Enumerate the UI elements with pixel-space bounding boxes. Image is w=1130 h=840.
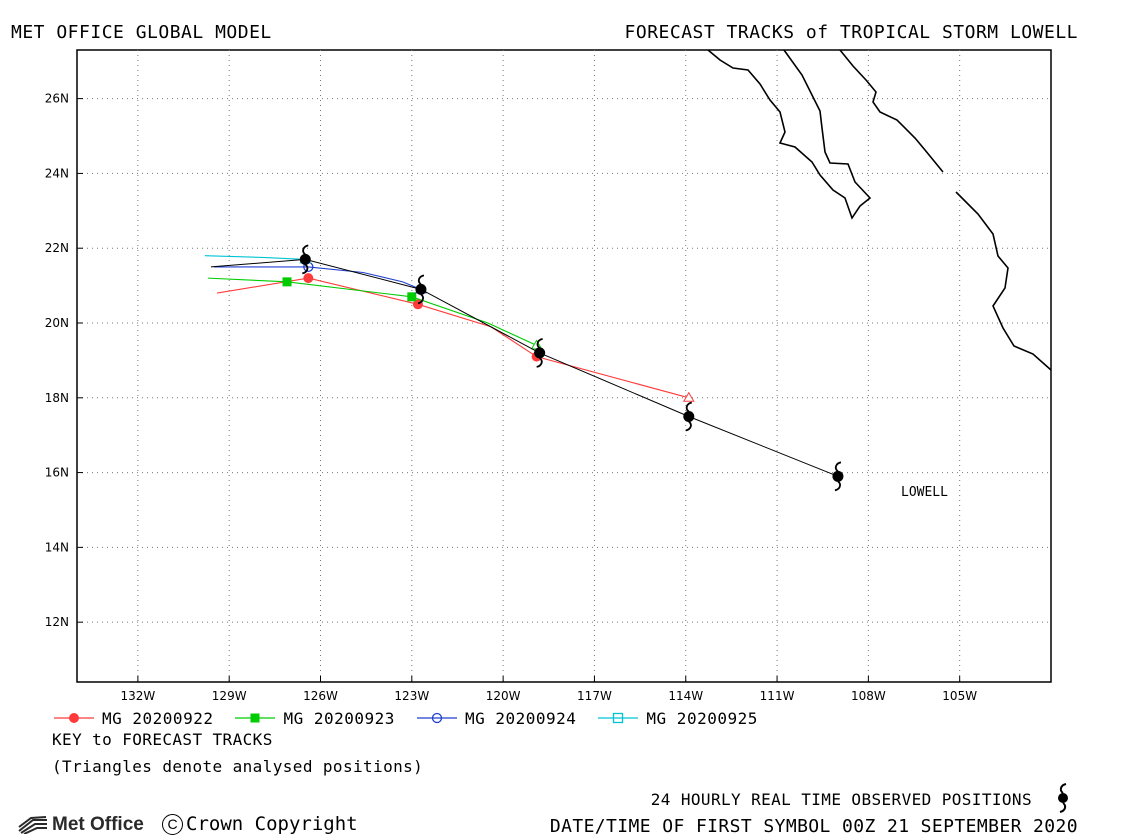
copyright-notice: C Crown Copyright bbox=[162, 813, 358, 835]
first-symbol-datetime: DATE/TIME OF FIRST SYMBOL 00Z 21 SEPTEMB… bbox=[549, 816, 1078, 837]
legend-swatch bbox=[54, 713, 94, 723]
hurricane-symbol-icon bbox=[299, 244, 311, 275]
legend-item: MG 20200923 bbox=[233, 709, 394, 728]
met-office-logo-icon bbox=[18, 816, 47, 834]
x-tick-label: 105W bbox=[942, 689, 977, 700]
x-tick-label: 123W bbox=[394, 689, 429, 700]
forecast-track bbox=[204, 253, 312, 264]
forecast-tracks bbox=[204, 253, 695, 402]
axis-ticks: 132W 129W 126W 123W 120W 117W 114W 111W 108W 105W… bbox=[45, 92, 977, 700]
legend-swatch bbox=[416, 712, 457, 724]
coastline-baja-peninsula bbox=[839, 49, 944, 173]
storm-name-label: LOWELL bbox=[901, 485, 948, 500]
header-left-title: MET OFFICE GLOBAL MODEL bbox=[11, 22, 272, 43]
map-frame bbox=[76, 49, 1052, 683]
y-tick-label: 20N bbox=[45, 316, 69, 330]
forecast-track bbox=[216, 273, 695, 402]
track-map: 132W 129W 126W 123W 120W 117W 114W 111W 108W 105W… bbox=[45, 49, 1052, 700]
forecast-marker bbox=[282, 277, 292, 287]
y-tick-label: 24N bbox=[45, 166, 69, 180]
forecast-track-line bbox=[216, 277, 689, 399]
copyright-text: Crown Copyright bbox=[186, 813, 358, 835]
copyright-icon: C bbox=[162, 813, 183, 835]
x-tick-label: 114W bbox=[668, 689, 703, 700]
forecast-track-line bbox=[207, 277, 537, 346]
coastline-mainland-north bbox=[707, 49, 872, 220]
forecast-track-line bbox=[213, 266, 422, 290]
legend-item: MG 20200925 bbox=[596, 709, 757, 728]
hurricane-symbol-icon bbox=[1058, 783, 1068, 813]
x-tick-label: 111W bbox=[760, 689, 795, 700]
y-tick-label: 26N bbox=[45, 92, 69, 106]
legend-item: MG 20200924 bbox=[415, 709, 576, 728]
x-tick-label: 132W bbox=[120, 689, 155, 700]
forecast-track bbox=[207, 277, 543, 350]
key-note: (Triangles denote analysed positions) bbox=[52, 757, 424, 776]
key-title: KEY to FORECAST TRACKS bbox=[52, 730, 273, 749]
forecast-marker bbox=[303, 273, 314, 284]
legend-marker bbox=[613, 712, 624, 724]
forecast-track-line bbox=[204, 255, 306, 260]
legend-label: MG 20200925 bbox=[646, 708, 758, 728]
met-office-logo-text: Met Office bbox=[52, 814, 144, 835]
x-tick-label: 108W bbox=[851, 689, 886, 700]
x-tick-label: 129W bbox=[212, 689, 247, 700]
hurricane-symbol-icon bbox=[683, 401, 695, 432]
x-tick-label: 126W bbox=[303, 689, 338, 700]
coastline bbox=[707, 49, 1052, 371]
legend-label: MG 20200924 bbox=[464, 708, 577, 728]
y-tick-label: 22N bbox=[45, 241, 69, 255]
legend-label: MG 20200922 bbox=[102, 708, 214, 728]
observed-positions-text: 24 HOURLY REAL TIME OBSERVED POSITIONS bbox=[650, 790, 1032, 809]
header-right-title: FORECAST TRACKS of TROPICAL STORM LOWELL bbox=[624, 22, 1078, 43]
map-grid bbox=[77, 50, 1051, 682]
forecast-marker bbox=[407, 292, 417, 302]
y-tick-label: 16N bbox=[45, 466, 69, 480]
coastline-mainland-south bbox=[955, 191, 1052, 371]
legend-marker bbox=[431, 712, 443, 724]
y-tick-label: 14N bbox=[45, 540, 69, 554]
legend-swatch bbox=[235, 713, 276, 723]
legend: MG 20200922 MG 20200923 MG 20200924 MG 2020… bbox=[52, 708, 778, 728]
observed-track bbox=[210, 244, 844, 492]
met-office-logo: Met Office bbox=[18, 814, 144, 836]
y-tick-label: 12N bbox=[45, 615, 69, 629]
x-tick-label: 117W bbox=[577, 689, 612, 700]
legend-label: MG 20200923 bbox=[283, 708, 395, 728]
hurricane-symbol-icon bbox=[832, 461, 844, 492]
legend-marker bbox=[250, 713, 260, 723]
x-tick-label: 120W bbox=[486, 689, 521, 700]
y-tick-label: 18N bbox=[45, 391, 69, 405]
legend-marker bbox=[69, 713, 79, 723]
hurricane-symbol-icon bbox=[534, 338, 546, 368]
observed-track-line bbox=[210, 258, 839, 477]
hurricane-symbol-icon bbox=[415, 274, 427, 305]
legend-swatch bbox=[598, 712, 639, 724]
analysed-position-triangle bbox=[682, 391, 695, 402]
legend-item: MG 20200922 bbox=[52, 709, 213, 728]
